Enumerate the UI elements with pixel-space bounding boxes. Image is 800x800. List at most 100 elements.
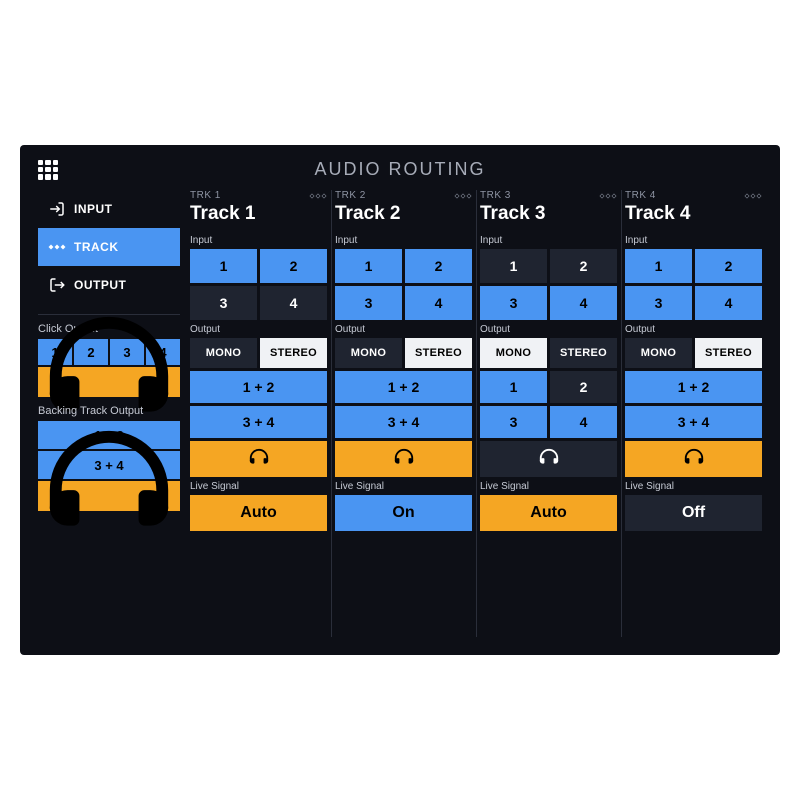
nav-item-output[interactable]: OUTPUT: [38, 266, 180, 304]
stereo-button[interactable]: STEREO: [695, 338, 762, 368]
input-section-label: Input: [335, 235, 472, 246]
input-button[interactable]: 1: [190, 249, 257, 283]
output-mode-toggle: MONO STEREO: [190, 338, 327, 368]
input-section-label: Input: [190, 235, 327, 246]
output-pair-button[interactable]: 1 + 2: [625, 371, 762, 403]
output-mode-toggle: MONO STEREO: [480, 338, 617, 368]
audio-routing-panel: AUDIO ROUTING INPUTTRACKOUTPUT Click Out…: [20, 145, 780, 655]
input-grid: 1234: [480, 249, 617, 320]
output-pair-button[interactable]: 1 + 2: [335, 371, 472, 403]
live-signal-button[interactable]: Auto: [190, 495, 327, 531]
stereo-button[interactable]: STEREO: [260, 338, 327, 368]
nav-item-label: INPUT: [74, 202, 113, 216]
track-headphones-button[interactable]: [190, 441, 327, 477]
output-mono-button[interactable]: 3: [480, 406, 547, 438]
track-diamond-icon: [599, 191, 617, 201]
backing-track-output-label: Backing Track Output: [38, 405, 180, 417]
track-name: Track 3: [480, 203, 617, 225]
input-button[interactable]: 3: [625, 286, 692, 320]
output-pair-button[interactable]: 3 + 4: [190, 406, 327, 438]
track-icon: [48, 238, 66, 256]
output-section-label: Output: [335, 324, 472, 335]
nav-item-input[interactable]: INPUT: [38, 190, 180, 228]
live-signal-label: Live Signal: [480, 481, 617, 492]
input-grid: 1234: [335, 249, 472, 320]
live-signal-label: Live Signal: [335, 481, 472, 492]
track-code: TRK 4: [625, 190, 656, 201]
input-button[interactable]: 2: [550, 249, 617, 283]
output-pair-button[interactable]: 3 + 4: [335, 406, 472, 438]
track-column: TRK 2 Track 2 Input 1234 Output MONO STE…: [335, 190, 472, 637]
output-pair-button[interactable]: 3 + 4: [625, 406, 762, 438]
track-column: TRK 4 Track 4 Input 1234 Output MONO STE…: [625, 190, 762, 637]
live-signal-label: Live Signal: [625, 481, 762, 492]
track-diamond-icon: [744, 191, 762, 201]
mono-button[interactable]: MONO: [480, 338, 547, 368]
mono-button[interactable]: MONO: [335, 338, 402, 368]
backing-track-headphones-button[interactable]: [38, 481, 180, 511]
input-button[interactable]: 4: [550, 286, 617, 320]
input-button[interactable]: 2: [695, 249, 762, 283]
output-section-label: Output: [480, 324, 617, 335]
input-button[interactable]: 3: [190, 286, 257, 320]
track-code: TRK 1: [190, 190, 221, 201]
output-icon: [48, 276, 66, 294]
track-name: Track 1: [190, 203, 327, 225]
input-button[interactable]: 1: [335, 249, 402, 283]
track-name: Track 2: [335, 203, 472, 225]
track-headphones-button[interactable]: [625, 441, 762, 477]
input-button[interactable]: 3: [335, 286, 402, 320]
nav-item-label: OUTPUT: [74, 278, 126, 292]
output-pair-button[interactable]: 1 + 2: [190, 371, 327, 403]
input-button[interactable]: 3: [480, 286, 547, 320]
track-diamond-icon: [309, 191, 327, 201]
mono-button[interactable]: MONO: [625, 338, 692, 368]
track-header: TRK 1: [190, 190, 327, 201]
live-signal-button[interactable]: Off: [625, 495, 762, 531]
input-button[interactable]: 2: [405, 249, 472, 283]
track-column: TRK 1 Track 1 Input 1234 Output MONO STE…: [190, 190, 327, 637]
input-button[interactable]: 4: [405, 286, 472, 320]
track-header: TRK 4: [625, 190, 762, 201]
track-headphones-button[interactable]: [480, 441, 617, 477]
output-mono-button[interactable]: 4: [550, 406, 617, 438]
live-signal-label: Live Signal: [190, 481, 327, 492]
page-title: AUDIO ROUTING: [38, 159, 762, 180]
mono-button[interactable]: MONO: [190, 338, 257, 368]
output-mode-toggle: MONO STEREO: [335, 338, 472, 368]
stereo-button[interactable]: STEREO: [405, 338, 472, 368]
live-signal-button[interactable]: On: [335, 495, 472, 531]
input-grid: 1234: [190, 249, 327, 320]
nav-item-track[interactable]: TRACK: [38, 228, 180, 266]
nav-item-label: TRACK: [74, 240, 119, 254]
output-mode-toggle: MONO STEREO: [625, 338, 762, 368]
output-mono-button[interactable]: 2: [550, 371, 617, 403]
input-icon: [48, 200, 66, 218]
output-section-label: Output: [190, 324, 327, 335]
input-button[interactable]: 4: [260, 286, 327, 320]
input-button[interactable]: 1: [625, 249, 692, 283]
output-mono-button[interactable]: 1: [480, 371, 547, 403]
input-section-label: Input: [480, 235, 617, 246]
track-code: TRK 2: [335, 190, 366, 201]
input-section-label: Input: [625, 235, 762, 246]
input-grid: 1234: [625, 249, 762, 320]
tracks-area: TRK 1 Track 1 Input 1234 Output MONO STE…: [190, 190, 762, 637]
track-header: TRK 3: [480, 190, 617, 201]
input-button[interactable]: 1: [480, 249, 547, 283]
track-diamond-icon: [454, 191, 472, 201]
track-header: TRK 2: [335, 190, 472, 201]
track-column: TRK 3 Track 3 Input 1234 Output MONO STE…: [480, 190, 617, 637]
output-section-label: Output: [625, 324, 762, 335]
track-name: Track 4: [625, 203, 762, 225]
stereo-button[interactable]: STEREO: [550, 338, 617, 368]
main: INPUTTRACKOUTPUT Click Output 1234 Backi…: [38, 190, 762, 637]
click-output-headphones-button[interactable]: [38, 367, 180, 397]
track-code: TRK 3: [480, 190, 511, 201]
header: AUDIO ROUTING: [38, 159, 762, 190]
live-signal-button[interactable]: Auto: [480, 495, 617, 531]
input-button[interactable]: 4: [695, 286, 762, 320]
input-button[interactable]: 2: [260, 249, 327, 283]
sidebar: INPUTTRACKOUTPUT Click Output 1234 Backi…: [38, 190, 180, 637]
track-headphones-button[interactable]: [335, 441, 472, 477]
